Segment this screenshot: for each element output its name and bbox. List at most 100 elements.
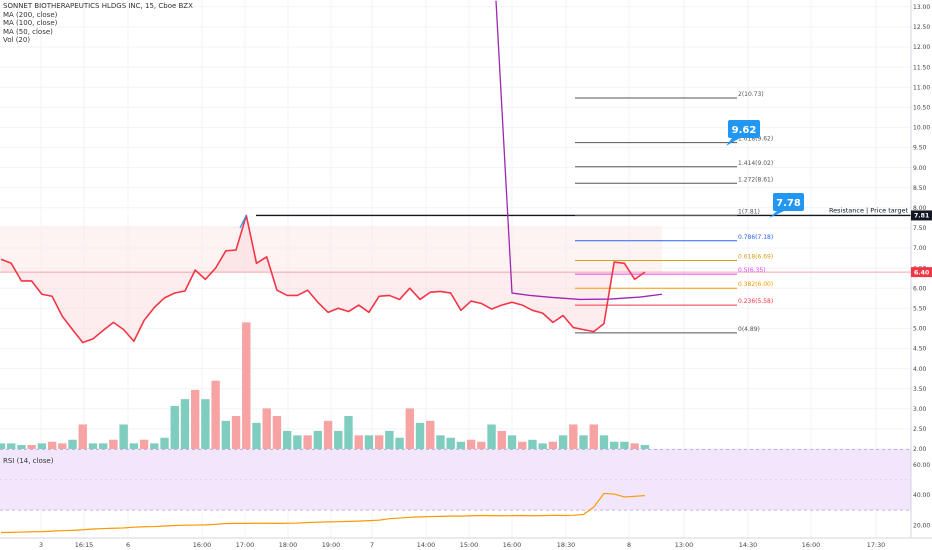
fib-label: 1.618(9.62) <box>738 136 773 143</box>
time-tick-label: 16:15 <box>75 541 93 549</box>
volume-bar <box>487 424 496 449</box>
volume-bar <box>252 422 261 449</box>
legend-ma100[interactable]: MA (100, close) <box>3 19 58 27</box>
volume-bar <box>0 443 6 449</box>
volume-bar <box>242 322 251 449</box>
volume-bars <box>0 322 650 449</box>
volume-bar <box>497 430 506 449</box>
price-tick-label: 7.00 <box>913 245 927 252</box>
volume-bar <box>456 441 466 449</box>
volume-bar <box>477 441 486 449</box>
volume-bar <box>211 380 220 449</box>
price-tick-label: 8.50 <box>913 185 927 192</box>
volume-bar <box>538 443 547 449</box>
time-tick-label: 19:00 <box>322 541 340 549</box>
volume-bar <box>374 435 384 449</box>
volume-bar <box>313 430 323 449</box>
volume-bar <box>640 444 650 449</box>
volume-bar <box>466 439 476 449</box>
fib-label: 0(4.89) <box>738 326 760 333</box>
volume-bar <box>528 439 537 449</box>
volume-bar <box>334 430 343 449</box>
legend: SONNET BIOTHERAPEUTICS HLDGS INC, 15, Cb… <box>3 2 193 45</box>
legend-ma200[interactable]: MA (200, close) <box>3 10 58 19</box>
fib-label: 2(10.73) <box>738 91 764 98</box>
fib-label: 0.786(7.18) <box>738 234 773 241</box>
rsi-tick-label: 60.00 <box>913 462 930 469</box>
callout-text: 7.78 <box>776 198 801 209</box>
volume-bar <box>323 420 333 449</box>
volume-bar <box>99 443 108 449</box>
price-tick-label: 9.50 <box>913 145 927 152</box>
fib-label: 0.618(6.69) <box>738 253 773 260</box>
rsi-legend[interactable]: RSI (14, close) <box>3 457 54 465</box>
volume-bar <box>282 430 292 449</box>
price-tick-label: 7.50 <box>913 225 927 232</box>
price-axis: 2.002.503.003.504.004.505.005.506.006.50… <box>910 0 932 550</box>
time-tick-label: 13:00 <box>675 541 693 549</box>
time-tick-label: 17:30 <box>867 541 885 549</box>
rsi-line <box>0 492 645 534</box>
callout-box <box>728 120 760 138</box>
reference-lines: 2(10.73) 1.618(9.62) 1.414(9.02) 1.272(8.61… <box>0 91 911 343</box>
fib-label: 0.382(6.00) <box>738 281 773 288</box>
resistance-label: Resistance | Price target <box>829 206 908 214</box>
price-tick-label: 3.50 <box>913 386 927 393</box>
volume-bar <box>17 444 26 449</box>
volume-bar <box>518 441 527 449</box>
volume-bar <box>303 435 312 449</box>
fib-label: 1(7.81) <box>738 208 760 215</box>
time-tick-label: 17:00 <box>236 541 254 549</box>
price-tick-label: 11.00 <box>913 84 930 91</box>
time-tick-label: 3 <box>39 541 43 549</box>
time-tick-label: 6 <box>126 541 130 549</box>
price-series <box>0 0 663 344</box>
time-tick-label: 16:00 <box>802 541 820 549</box>
volume-bar <box>170 405 179 449</box>
volume-bar <box>119 424 128 449</box>
time-tick-label: 14:30 <box>739 541 757 549</box>
price-tick-label: 4.00 <box>913 366 927 373</box>
price-tick-label: 10.00 <box>913 125 930 132</box>
rsi-tick-label: 40.00 <box>913 492 930 499</box>
legend-ma50[interactable]: MA (50, close) <box>3 27 53 36</box>
callout-box <box>773 193 804 211</box>
volume-bar <box>415 422 425 449</box>
volume-bar <box>109 439 118 449</box>
price-tag <box>911 267 932 278</box>
legend-vol[interactable]: Vol (20) <box>3 36 31 44</box>
volume-bar <box>190 389 200 449</box>
volume-bar <box>569 424 578 449</box>
fib-label: 1.414(9.02) <box>738 160 773 167</box>
time-tick-label: 18:00 <box>279 541 297 549</box>
time-tick-label: 16:00 <box>193 541 211 549</box>
volume-bar <box>405 408 414 449</box>
price-tick-label: 13.00 <box>913 4 930 11</box>
volume-bar <box>599 435 609 449</box>
volume-bar <box>88 443 98 449</box>
rsi-pane <box>0 448 911 534</box>
time-tick-label: 7 <box>370 541 374 549</box>
volume-bar <box>201 399 210 449</box>
price-tag-label: 7.81 <box>914 213 929 220</box>
peak-marker <box>239 215 247 229</box>
callout-text: 9.62 <box>732 125 757 136</box>
fib-label: 0.236(5.58) <box>738 298 773 305</box>
volume-bar <box>272 416 282 449</box>
volume-bar <box>139 439 149 449</box>
volume-bar <box>262 408 271 449</box>
price-tick-label: 3.00 <box>913 406 927 413</box>
volume-bar <box>620 441 629 449</box>
volume-bar <box>610 441 619 449</box>
price-tick-label: 4.50 <box>913 346 927 353</box>
price-area <box>1 215 645 343</box>
volume-bar <box>58 443 67 449</box>
price-tick-label: 8.00 <box>913 205 927 212</box>
ma-line <box>495 0 663 301</box>
volume-bar <box>47 441 57 449</box>
callout-pointer <box>726 138 740 146</box>
fib-label: 1.272(8.61) <box>738 176 773 183</box>
volume-bar <box>37 443 47 449</box>
price-tick-label: 11.50 <box>913 64 930 71</box>
